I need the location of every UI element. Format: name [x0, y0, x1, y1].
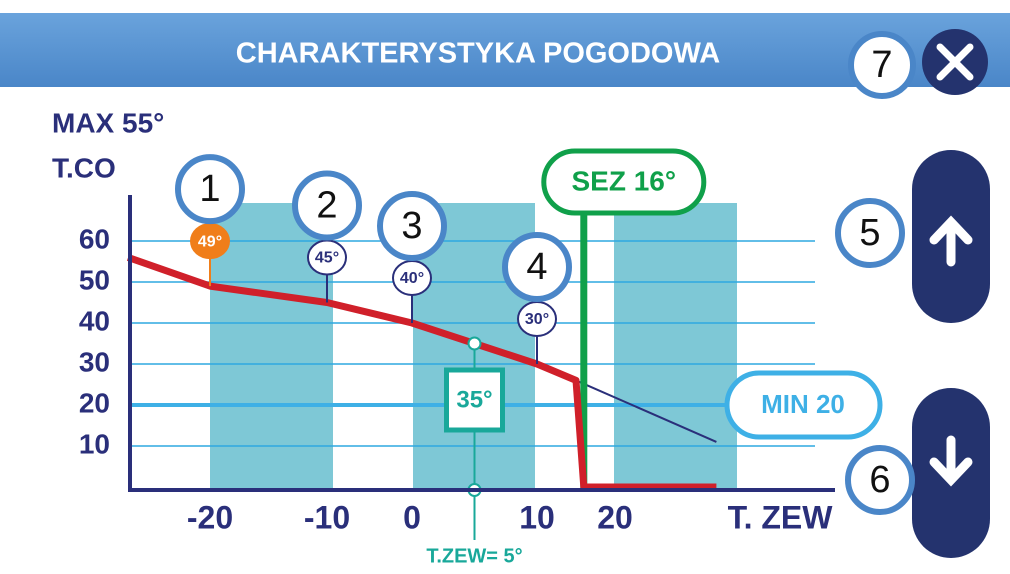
- max-label: MAX 55°: [52, 107, 164, 138]
- callout-circle: [835, 198, 905, 268]
- close-icon: [936, 43, 974, 81]
- min-label: MIN 20: [761, 389, 845, 419]
- callout-number: 7: [871, 44, 892, 86]
- min-pill: [724, 370, 883, 440]
- extension-line: [575, 379, 717, 443]
- callout-number: 5: [859, 212, 880, 254]
- y-tick-label: 60: [79, 223, 110, 254]
- y-axis-label: T.CO: [52, 152, 116, 183]
- x-axis-label: T. ZEW: [728, 499, 834, 535]
- x-tick-label: -20: [187, 499, 233, 535]
- band: [614, 203, 737, 490]
- cursor-value: 35°: [456, 386, 492, 413]
- callout-number: 3: [401, 205, 422, 247]
- cursor-box: [444, 367, 505, 433]
- y-tick-label: 40: [79, 305, 110, 336]
- callout-number: 2: [316, 185, 337, 227]
- marker-label: 45°: [315, 250, 339, 267]
- y-tick-label: 50: [79, 264, 110, 295]
- callout-circle: [175, 154, 245, 225]
- up-icon: [929, 215, 973, 267]
- callout-number: 6: [869, 459, 890, 501]
- y-tick-label: 20: [79, 387, 110, 418]
- cursor-point: [467, 336, 482, 351]
- callout-number: 1: [199, 168, 220, 210]
- callout-circle: [502, 232, 572, 302]
- callout-circle: [848, 31, 916, 99]
- x-tick-label: 0: [403, 499, 421, 535]
- season-pill: [541, 148, 707, 216]
- header-title: CHARAKTERYSTYKA POGODOWA: [236, 38, 720, 70]
- cursor-label: T.ZEW= 5°: [426, 545, 522, 567]
- callout-circle: [377, 191, 447, 261]
- down-icon: [929, 435, 973, 487]
- x-tick-label: -10: [304, 499, 350, 535]
- x-tick-label: 20: [597, 499, 633, 535]
- marker-label: 49°: [198, 233, 222, 250]
- season-label: SEZ 16°: [572, 165, 677, 196]
- callout-circle: [845, 445, 915, 515]
- marker-label: 40°: [400, 270, 424, 287]
- x-tick-label: 10: [519, 499, 555, 535]
- marker-label: 30°: [525, 311, 549, 328]
- header-bar: [0, 13, 1010, 87]
- callout-circle: [292, 170, 362, 241]
- callout-number: 4: [526, 246, 547, 288]
- y-tick-label: 10: [79, 428, 110, 459]
- y-tick-label: 30: [79, 346, 110, 377]
